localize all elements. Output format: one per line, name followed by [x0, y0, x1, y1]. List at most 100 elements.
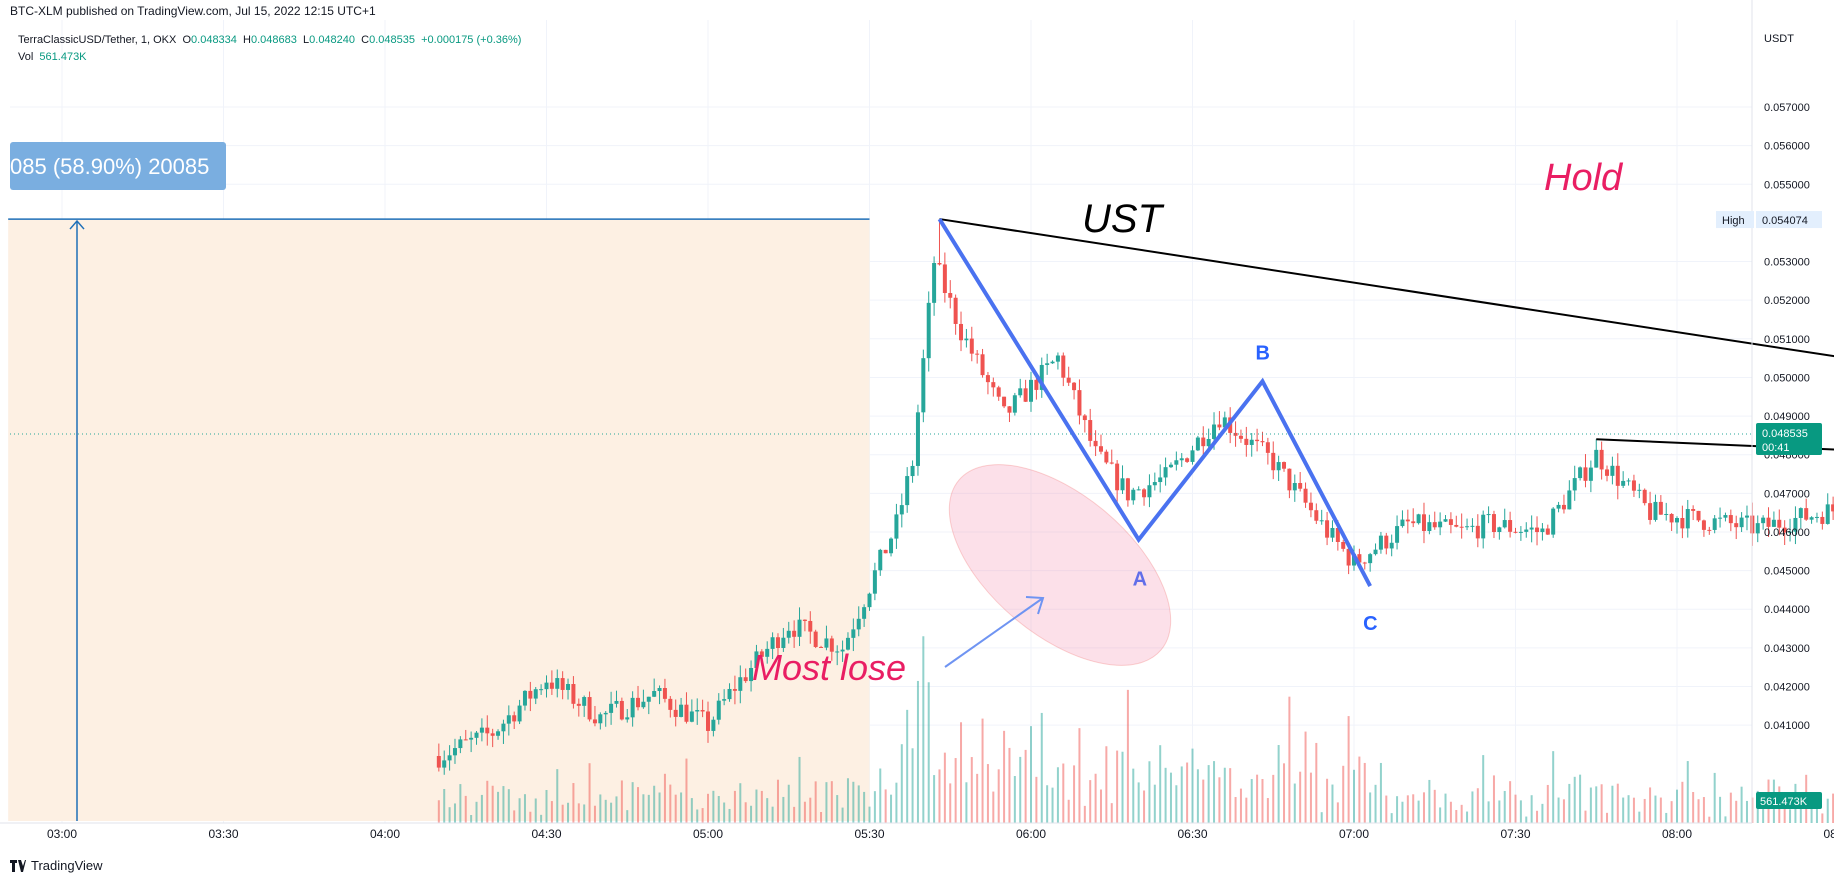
candle-body [840, 649, 845, 652]
candle-body [1018, 388, 1023, 396]
volume-bar [1213, 761, 1216, 823]
candle-body [1486, 514, 1491, 516]
volume-bar [723, 802, 726, 823]
candle-body [1680, 517, 1685, 529]
candle-body [1718, 517, 1723, 519]
volume-bar [933, 775, 936, 823]
volume-bar [507, 789, 510, 823]
tradingview-footer[interactable]: TradingView [10, 858, 103, 873]
volume-bar [1643, 798, 1646, 823]
volume-bar [1315, 742, 1318, 823]
volume-bar [518, 798, 521, 823]
volume-bar [1622, 797, 1625, 823]
volume-tag-label: 561.473K [1760, 796, 1808, 808]
volume-bar [1562, 799, 1565, 823]
candle-body [1497, 527, 1502, 532]
candle-body [1082, 415, 1087, 421]
candle-body [1421, 514, 1426, 532]
candle-body [1712, 518, 1717, 530]
candle-body [1728, 515, 1733, 524]
price-tick-label: 0.050000 [1764, 372, 1810, 384]
candle-body [522, 690, 527, 706]
candle-body [544, 682, 549, 690]
volume-bar [755, 789, 758, 823]
volume-bar [857, 785, 860, 823]
volume-bar [1557, 797, 1560, 823]
volume-bar [879, 768, 882, 823]
volume-bar [1046, 785, 1049, 823]
candle-body [1475, 525, 1480, 539]
volume-bar [1600, 784, 1603, 823]
candle-body [1244, 438, 1249, 445]
volume-bar [836, 795, 839, 823]
candle-body [926, 302, 931, 359]
candle-body [1308, 502, 1313, 511]
volume-bar [1245, 797, 1248, 823]
volume-bar [1126, 689, 1129, 823]
candle-body [1152, 482, 1157, 486]
candle-body [452, 748, 457, 756]
symbol-name[interactable]: TerraClassicUSD/Tether, 1, OKX [18, 34, 177, 46]
volume-bar [1363, 762, 1366, 823]
candle-body [1212, 424, 1217, 439]
volume-bar [1030, 726, 1032, 823]
volume-bar [949, 783, 952, 823]
time-tick-label: 07:00 [1339, 827, 1369, 841]
candle-body [1588, 467, 1593, 481]
volume-bar [626, 810, 629, 823]
volume-bar [1745, 800, 1748, 823]
volume-bar [1374, 784, 1377, 823]
volume-bar [825, 782, 828, 823]
volume-bar [1632, 797, 1635, 823]
candle-body [1098, 446, 1103, 452]
candle-body [899, 505, 904, 515]
volume-bar [1067, 799, 1070, 823]
time-tick-label: 04:00 [370, 827, 400, 841]
volume-bar [1056, 767, 1059, 823]
volume-bar [927, 682, 930, 823]
candle-body [1518, 531, 1523, 533]
volume-bar [1686, 761, 1689, 823]
candle-body [1793, 517, 1798, 532]
price-tick-label: 0.047000 [1764, 488, 1810, 500]
candle-body [829, 638, 834, 652]
price-tick-label: 0.045000 [1764, 566, 1810, 578]
candle-body [695, 710, 700, 712]
candle-body [614, 700, 619, 704]
volume-bar [663, 773, 666, 823]
volume-bar [1239, 788, 1242, 823]
candle-body [1432, 522, 1437, 528]
volume-bar [814, 781, 817, 823]
volume-bar [830, 781, 833, 823]
candle-body [1007, 406, 1012, 413]
candle-body [872, 570, 877, 594]
volume-bar [1207, 765, 1210, 823]
volume-bar [916, 680, 919, 823]
candle-body [1330, 527, 1335, 538]
candle-body [1147, 485, 1152, 498]
volume-bar [1369, 792, 1372, 823]
volume-bar [1670, 801, 1673, 823]
volume-bar [1078, 728, 1081, 823]
candle-body [1104, 451, 1109, 463]
price-tick-label: 0.049000 [1764, 411, 1810, 423]
volume-bar [1552, 751, 1555, 823]
high-value-box [1756, 211, 1822, 229]
time-tick-label: 07:30 [1500, 827, 1530, 841]
hold-annotation: Hold [1544, 157, 1624, 199]
time-tick-label: 03:00 [47, 827, 77, 841]
volume-bar [545, 789, 548, 823]
candle-body [845, 637, 850, 650]
volume-bar [997, 769, 1000, 823]
volume-bar [868, 806, 871, 823]
volume-bar [1659, 797, 1662, 823]
volume-bar [1153, 784, 1156, 823]
candle-body [662, 688, 667, 699]
candle-body [1443, 519, 1448, 522]
volume-bar [1654, 795, 1657, 823]
volume-bar [841, 807, 844, 823]
volume-bar [674, 794, 677, 823]
volume-bar [1476, 788, 1479, 823]
volume-bar [1379, 762, 1382, 823]
